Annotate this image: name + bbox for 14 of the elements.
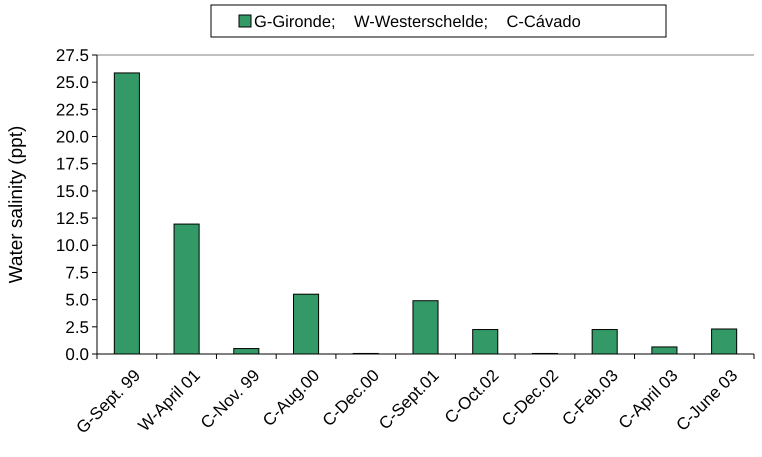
y-tick-label: 15.0 (56, 182, 89, 201)
legend-label: G-Gironde; W-Westerschelde; C-Cávado (254, 12, 581, 31)
y-tick-label: 17.5 (56, 154, 89, 174)
y-tick-label: 10.0 (56, 236, 89, 256)
y-tick-label: 27.5 (56, 46, 89, 65)
y-tick-label: 12.5 (56, 209, 89, 228)
y-tick-label: 5.0 (65, 290, 89, 310)
y-tick-label: 2.5 (65, 318, 89, 337)
y-tick-label: 7.5 (65, 263, 89, 282)
y-axis-title: Water salinity (ppt) (6, 126, 27, 284)
y-tick-label: 25.0 (56, 73, 89, 92)
y-tick-label: 20.0 (56, 127, 89, 146)
y-tick-label: 0.0 (65, 344, 89, 364)
y-tick-label: 22.5 (56, 100, 89, 120)
